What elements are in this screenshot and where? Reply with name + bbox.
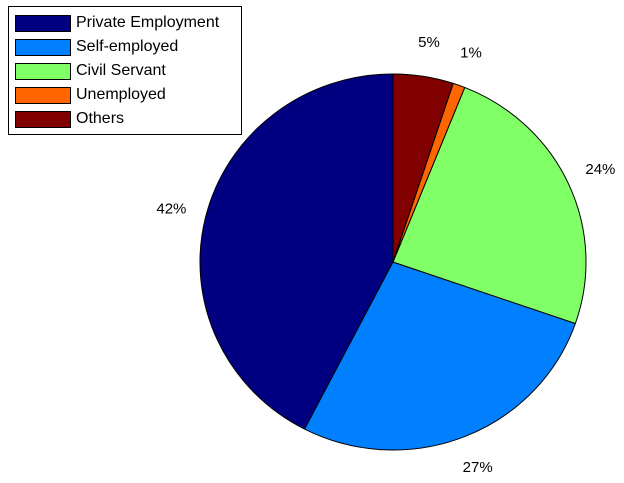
legend-swatch-self-employed — [15, 38, 71, 56]
legend-label-civil-servant: Civil Servant — [76, 62, 166, 79]
legend-item-self-employed: Self-employed — [9, 35, 241, 59]
pie-slice-labels: 42% 27% 24% 1% 5% — [156, 34, 615, 476]
pie-slices — [199, 73, 587, 451]
legend-swatch-private-employment — [15, 14, 71, 32]
legend-item-others: Others — [9, 107, 241, 131]
legend-swatch-others — [15, 110, 71, 128]
pie-slice-civil-servant — [392, 86, 587, 324]
legend-label-private-employment: Private Employment — [76, 14, 220, 31]
legend-swatch-unemployed — [15, 86, 71, 104]
legend-label-others: Others — [76, 110, 125, 127]
pie-slice-self-employed — [304, 261, 576, 451]
slice-label-private-employment: 42% — [156, 201, 186, 218]
pie-slice-others — [392, 73, 454, 263]
slice-label-unemployed: 1% — [460, 44, 482, 61]
pie-slice-private-employment — [199, 73, 394, 430]
legend-item-private-employment: Private Employment — [9, 11, 241, 35]
slice-label-self-employed: 27% — [463, 459, 493, 476]
slice-label-civil-servant: 24% — [585, 161, 615, 178]
legend-label-unemployed: Unemployed — [76, 86, 166, 103]
legend-item-civil-servant: Civil Servant — [9, 59, 241, 83]
slice-label-others: 5% — [418, 34, 440, 51]
chart-legend: Private Employment Self-employed Civil S… — [8, 6, 242, 135]
legend-label-self-employed: Self-employed — [76, 38, 179, 55]
legend-item-unemployed: Unemployed — [9, 83, 241, 107]
legend-swatch-civil-servant — [15, 62, 71, 80]
